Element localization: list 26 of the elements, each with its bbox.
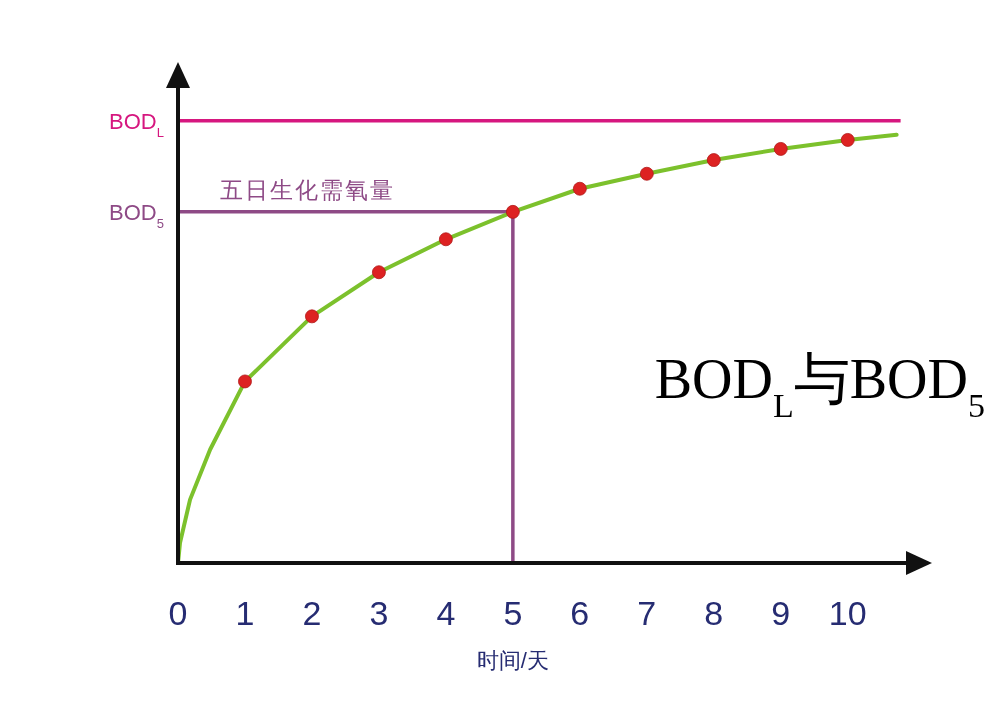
ref-line-label: BOD$_{5}$ — [109, 199, 164, 231]
annotation: BOD$_{L}$与BOD$_{5}$ — [654, 348, 985, 424]
point — [505, 204, 520, 219]
x-tick-label: 0 — [168, 594, 188, 632]
x-tick-label: 2 — [302, 594, 322, 632]
point — [840, 133, 855, 147]
point — [238, 374, 252, 389]
x-tick-label: 6 — [570, 594, 590, 632]
annotation: 五日生化需氧量 — [220, 176, 396, 203]
x-axis-title: 时间/天 — [476, 648, 549, 673]
point — [706, 153, 721, 167]
point — [773, 142, 788, 156]
x-tick-label: 5 — [503, 594, 523, 632]
point — [572, 181, 587, 196]
x-tick-label: 7 — [637, 594, 657, 632]
x-tick-label: 4 — [436, 594, 456, 632]
x-tick-label: 8 — [704, 594, 724, 632]
point — [639, 166, 654, 181]
point — [438, 232, 453, 247]
x-tick-label: 1 — [235, 594, 255, 632]
point — [305, 309, 319, 324]
x-tick-label: 3 — [369, 594, 389, 632]
point — [372, 265, 386, 280]
x-tick-label: 9 — [771, 594, 791, 632]
ref-line-label: BOD$_{L}$ — [109, 108, 164, 140]
x-tick-label: 10 — [828, 594, 867, 632]
